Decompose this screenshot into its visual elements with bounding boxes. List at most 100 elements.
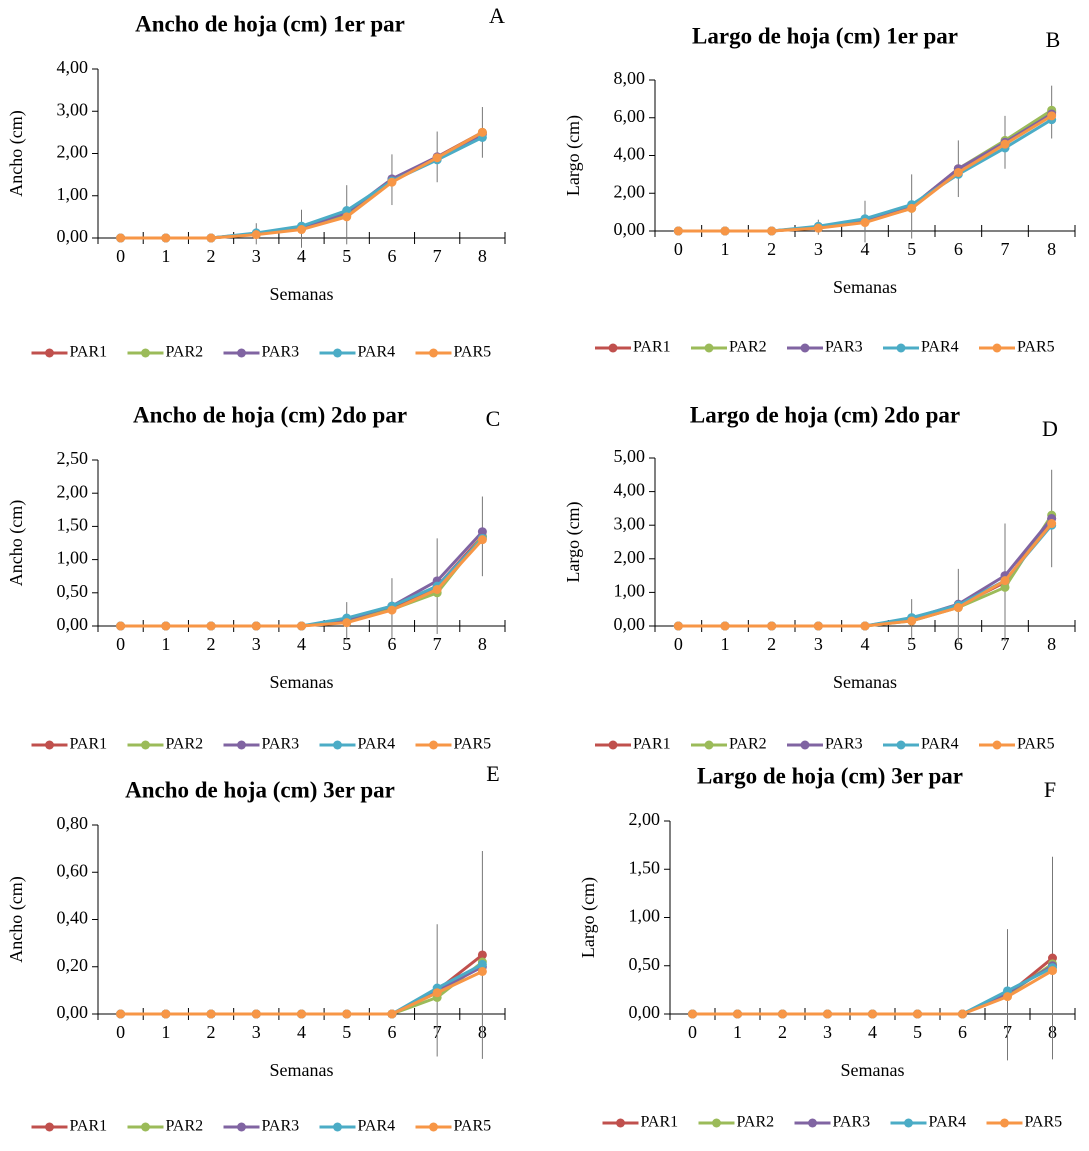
data-point bbox=[860, 218, 870, 228]
y-axis-title: Ancho (cm) bbox=[6, 876, 27, 962]
legend-label: PAR5 bbox=[454, 1118, 492, 1135]
x-tick-label: 4 bbox=[297, 246, 306, 266]
legend-marker bbox=[704, 740, 714, 750]
x-tick-label: 2 bbox=[207, 634, 216, 654]
data-point bbox=[733, 1009, 742, 1019]
x-tick-label: 3 bbox=[252, 634, 261, 654]
series-line bbox=[120, 537, 484, 628]
x-tick-label: 2 bbox=[778, 1022, 787, 1042]
legend-marker bbox=[333, 1122, 342, 1132]
legend-label: PAR2 bbox=[737, 1114, 775, 1131]
y-tick-label: 2,00 bbox=[57, 142, 89, 162]
legend-label: PAR3 bbox=[262, 736, 300, 753]
x-tick-label: 3 bbox=[252, 246, 261, 266]
y-tick-label: 3,00 bbox=[57, 99, 89, 119]
y-tick-label: 1,50 bbox=[629, 857, 661, 877]
legend-marker bbox=[45, 348, 54, 358]
x-tick-label: 0 bbox=[674, 634, 683, 654]
legend-marker bbox=[141, 1122, 150, 1132]
data-point bbox=[206, 1009, 216, 1019]
y-tick-label: 0,20 bbox=[57, 955, 89, 975]
legend-label: PAR3 bbox=[825, 736, 863, 753]
data-point bbox=[720, 621, 730, 631]
legend-marker bbox=[992, 740, 1002, 750]
legend-label: PAR3 bbox=[833, 1114, 871, 1131]
data-point bbox=[161, 1009, 171, 1019]
data-point bbox=[116, 233, 126, 243]
panel-label: A bbox=[489, 3, 505, 28]
data-point bbox=[823, 1009, 832, 1019]
legend-label: PAR3 bbox=[262, 344, 300, 361]
series-line bbox=[692, 964, 1054, 1016]
data-point bbox=[432, 988, 442, 998]
data-point bbox=[432, 153, 442, 163]
y-tick-label: 0,50 bbox=[57, 581, 89, 601]
data-point bbox=[1000, 582, 1010, 592]
data-point bbox=[161, 233, 171, 243]
series-line bbox=[692, 962, 1054, 1016]
x-tick-label: 0 bbox=[116, 634, 125, 654]
series-line bbox=[678, 524, 1053, 628]
data-point bbox=[688, 1009, 697, 1019]
series-line bbox=[678, 514, 1053, 628]
series-line bbox=[692, 969, 1054, 1016]
data-point bbox=[297, 621, 306, 631]
x-tick-label: 0 bbox=[116, 246, 125, 266]
data-point bbox=[1000, 139, 1010, 149]
data-point bbox=[767, 621, 777, 631]
legend-marker bbox=[896, 740, 906, 750]
x-tick-label: 2 bbox=[207, 246, 216, 266]
data-point bbox=[251, 230, 261, 240]
legend-label: PAR4 bbox=[358, 736, 396, 753]
legend-marker bbox=[896, 343, 906, 353]
x-tick-label: 6 bbox=[387, 246, 396, 266]
legend-label: PAR5 bbox=[1025, 1114, 1063, 1131]
y-axis-title: Largo (cm) bbox=[578, 877, 599, 958]
legend-marker bbox=[45, 740, 54, 750]
y-tick-label: 0,00 bbox=[614, 219, 646, 239]
data-point bbox=[342, 1009, 352, 1019]
data-point bbox=[297, 1009, 306, 1019]
x-tick-label: 1 bbox=[161, 634, 170, 654]
legend-label: PAR2 bbox=[729, 339, 767, 356]
legend-label: PAR1 bbox=[70, 736, 108, 753]
x-tick-label: 6 bbox=[954, 634, 963, 654]
x-tick-label: 7 bbox=[1001, 239, 1010, 259]
data-point bbox=[297, 225, 306, 235]
legend-label: PAR4 bbox=[358, 1118, 396, 1135]
y-axis-title: Largo (cm) bbox=[563, 115, 584, 196]
x-tick-label: 3 bbox=[823, 1022, 832, 1042]
legend-marker bbox=[616, 1118, 625, 1128]
x-tick-label: 4 bbox=[861, 239, 870, 259]
legend-label: PAR3 bbox=[825, 339, 863, 356]
legend-marker bbox=[992, 343, 1002, 353]
y-tick-label: 0,60 bbox=[57, 860, 89, 880]
legend-marker bbox=[800, 343, 810, 353]
series-line bbox=[120, 535, 484, 628]
data-point bbox=[953, 167, 963, 177]
legend-label: PAR1 bbox=[641, 1114, 679, 1131]
x-tick-label: 5 bbox=[913, 1022, 922, 1042]
x-tick-label: 4 bbox=[868, 1022, 877, 1042]
x-tick-label: 0 bbox=[688, 1022, 697, 1042]
legend-marker bbox=[237, 1122, 246, 1132]
y-tick-label: 2,50 bbox=[57, 448, 89, 468]
legend-label: PAR2 bbox=[166, 1118, 204, 1135]
legend-label: PAR4 bbox=[921, 339, 959, 356]
x-tick-label: 6 bbox=[954, 239, 963, 259]
data-point bbox=[206, 621, 216, 631]
y-tick-label: 2,00 bbox=[57, 481, 89, 501]
legend-marker bbox=[608, 740, 618, 750]
legend-marker bbox=[141, 740, 150, 750]
legend-label: PAR1 bbox=[70, 1118, 108, 1135]
y-tick-label: 0,00 bbox=[57, 614, 89, 634]
data-point bbox=[116, 621, 126, 631]
legend-marker bbox=[429, 740, 438, 750]
series-line bbox=[120, 530, 484, 628]
series-line bbox=[120, 538, 484, 628]
x-axis-title: Semanas bbox=[841, 1060, 905, 1080]
data-point bbox=[432, 584, 442, 594]
data-point bbox=[251, 621, 261, 631]
y-tick-label: 2,00 bbox=[614, 547, 646, 567]
y-tick-label: 4,00 bbox=[614, 144, 646, 164]
